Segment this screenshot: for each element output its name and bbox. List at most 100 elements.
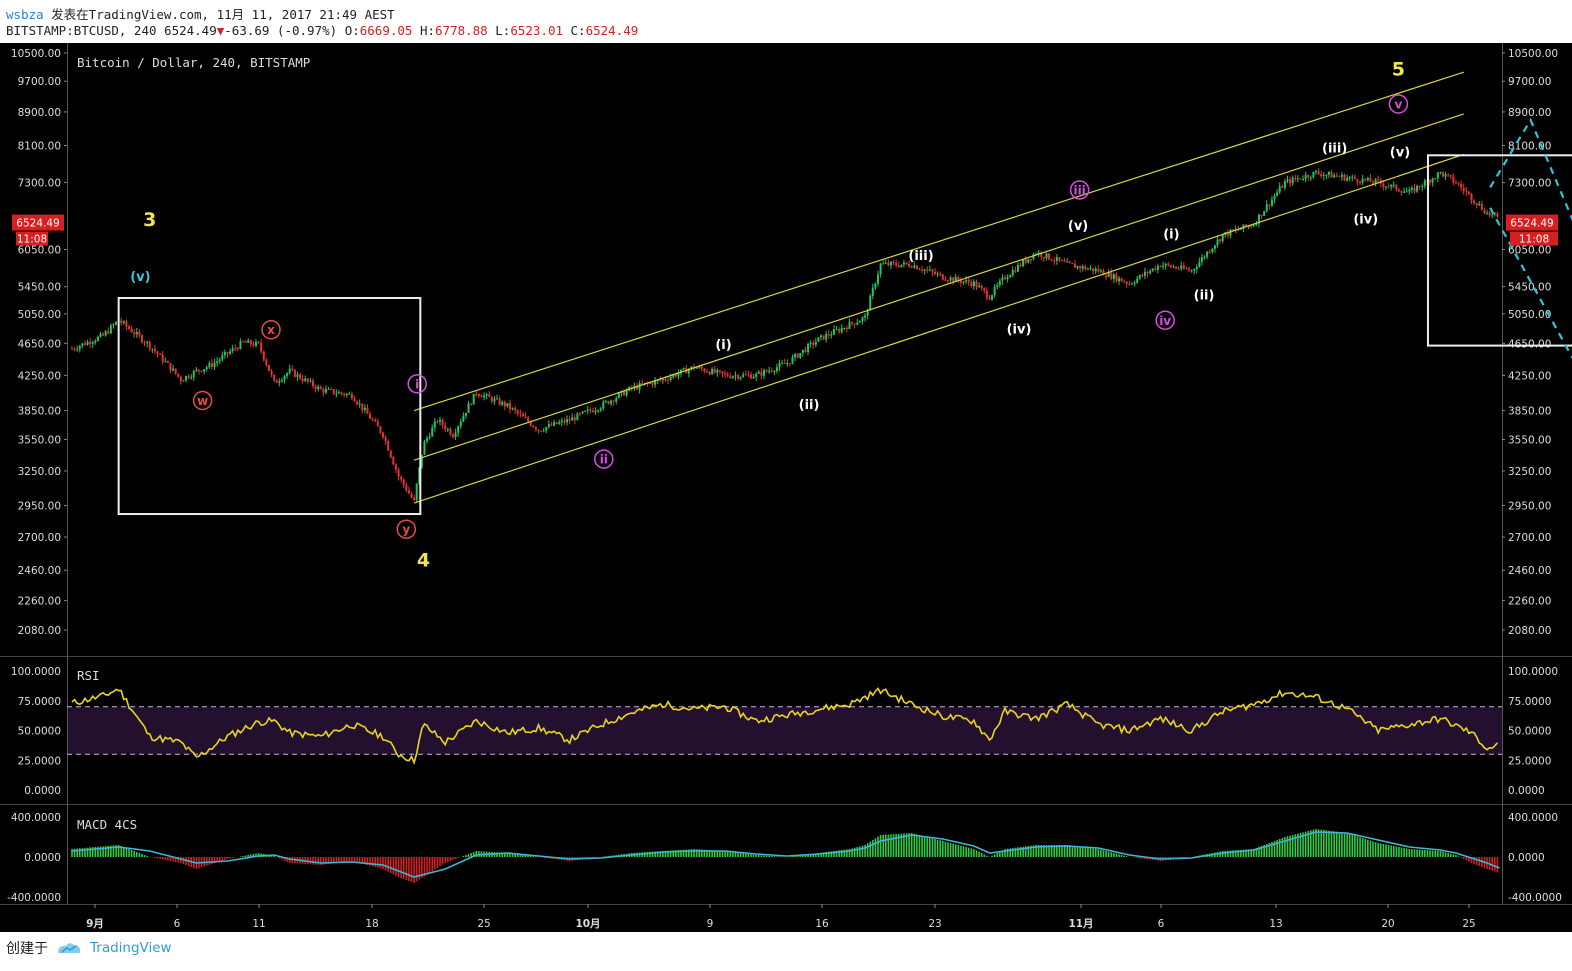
candle-body (205, 367, 208, 370)
candle-body (804, 349, 807, 352)
candle-body (672, 374, 675, 378)
candle-body (128, 326, 131, 329)
candle-body (988, 297, 991, 300)
candle-body (483, 395, 486, 398)
candle-body (231, 348, 234, 352)
candle-body (1473, 200, 1476, 204)
author-link[interactable]: wsbza (6, 7, 44, 22)
candle-body (641, 383, 644, 385)
candle-body (1387, 186, 1390, 188)
change-value: -63.69 (-0.97%) (224, 23, 338, 38)
candle-body (413, 497, 416, 501)
down-arrow-icon: ▼ (216, 23, 225, 38)
candle-body (1024, 259, 1027, 263)
candle-body (1421, 186, 1424, 188)
candle-body (1110, 272, 1113, 280)
candle-body (819, 335, 822, 338)
candle-body (1304, 175, 1307, 179)
tradingview-brand[interactable]: TradingView (90, 940, 172, 956)
candle-body (122, 321, 125, 323)
candle-body (392, 457, 395, 465)
candle-body (1423, 180, 1426, 187)
candle-body (1180, 265, 1183, 269)
candle-body (1068, 261, 1071, 263)
candle-body (1270, 199, 1273, 206)
candle-body (161, 354, 164, 362)
wave-circle (261, 319, 281, 340)
candle-body (726, 374, 729, 377)
candle-body (573, 417, 576, 421)
candle-body (1102, 270, 1105, 276)
candle-body (975, 281, 978, 288)
candle-body (343, 393, 346, 396)
candle-body (1447, 174, 1450, 176)
candle-body (703, 368, 706, 372)
price-axis-tick-right: 9700.00 (1508, 76, 1551, 88)
price-axis-tick-right: 4250.00 (1508, 370, 1551, 382)
candle-body (897, 265, 900, 267)
candle-body (1242, 224, 1245, 229)
candle-body (737, 375, 740, 379)
price-axis-tick-left: 2460.00 (18, 565, 61, 577)
wave-label: (ii) (1194, 289, 1215, 304)
candle-body (1307, 175, 1310, 178)
candle-body (1429, 180, 1432, 183)
candle-body (1410, 187, 1413, 190)
candle-body (1286, 179, 1289, 182)
price-axis-tick-left: 4250.00 (18, 370, 61, 382)
candle-body (192, 371, 195, 378)
wave-circle (1069, 180, 1090, 200)
candle-body (1268, 204, 1271, 206)
candle-body (796, 353, 799, 358)
chart-area[interactable]: 10500.00 10500.00 9700.00 9700.00 8900.00 890… (0, 43, 1572, 933)
candle-body (356, 401, 359, 405)
candle-body (648, 382, 651, 384)
candle-body (503, 401, 506, 407)
candle-body (239, 341, 242, 349)
candle-body (91, 342, 94, 344)
candle-body (555, 422, 558, 425)
price-axis-tick-right: 2950.00 (1508, 500, 1551, 512)
rsi-axis-tick-right: 0.0000 (1508, 785, 1545, 797)
wave-label: ii (600, 453, 608, 467)
candle-body (81, 343, 84, 346)
candle-body (1397, 189, 1400, 192)
candle-body (845, 327, 848, 329)
candle-body (853, 323, 856, 325)
wave-label: (iv) (1353, 212, 1378, 227)
candle-body (1353, 176, 1356, 180)
candle-body (801, 349, 804, 353)
candle-body (1315, 171, 1317, 173)
candle-body (625, 390, 628, 396)
created-with-label: 创建于 (6, 941, 48, 957)
close-label: C: (570, 23, 586, 38)
candle-body (143, 342, 146, 344)
candle-body (635, 385, 638, 390)
time-axis-tick: 23 (928, 918, 941, 930)
candle-body (550, 424, 553, 426)
candle-body (1066, 261, 1069, 263)
price-axis-tick-left: 5450.00 (18, 282, 61, 294)
candle-body (1154, 268, 1157, 270)
low-label: L: (495, 23, 511, 38)
candle-body (1048, 253, 1051, 260)
candle-body (133, 332, 136, 335)
candle-body (1291, 177, 1294, 184)
macd-axis-tick-left: 400.0000 (11, 812, 61, 824)
candle-body (669, 377, 672, 381)
candle-body (436, 421, 439, 423)
candle-body (208, 363, 211, 368)
candle-body (83, 343, 86, 345)
candle-body (651, 382, 654, 385)
candle-body (1053, 260, 1056, 262)
candle-body (459, 421, 462, 427)
rsi-axis-tick-right: 100.0000 (1508, 666, 1558, 678)
candle-body (516, 410, 519, 414)
candle-body (319, 386, 322, 390)
candle-body (511, 408, 514, 410)
price-axis-tick-right: 6050.00 (1508, 244, 1551, 256)
time-axis-tick: 6 (1158, 918, 1165, 930)
candle-body (817, 337, 820, 342)
candle-body (1454, 182, 1457, 184)
candle-body (1058, 257, 1061, 261)
